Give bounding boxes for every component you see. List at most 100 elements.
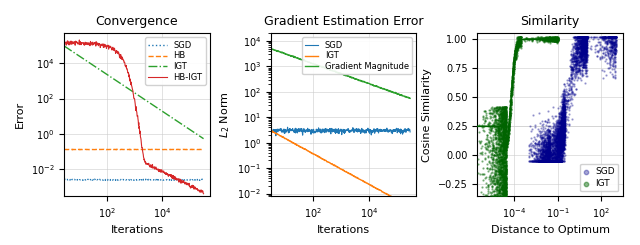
IGT bbox=[502, 136, 513, 140]
SGD bbox=[611, 44, 621, 48]
SGD bbox=[606, 43, 616, 47]
SGD bbox=[552, 159, 562, 163]
IGT bbox=[552, 37, 563, 41]
SGD bbox=[607, 35, 617, 39]
SGD bbox=[559, 84, 570, 87]
IGT bbox=[509, 58, 520, 61]
SGD bbox=[559, 104, 570, 108]
IGT bbox=[497, 193, 507, 197]
SGD bbox=[581, 35, 591, 39]
SGD bbox=[559, 123, 569, 127]
SGD bbox=[544, 140, 554, 144]
IGT bbox=[548, 38, 559, 42]
SGD bbox=[537, 159, 547, 163]
SGD bbox=[605, 49, 615, 52]
IGT bbox=[496, 112, 506, 116]
IGT bbox=[491, 171, 501, 174]
IGT bbox=[491, 121, 501, 124]
IGT bbox=[499, 191, 509, 195]
SGD bbox=[577, 35, 587, 39]
IGT bbox=[502, 144, 512, 148]
IGT bbox=[511, 39, 522, 43]
SGD bbox=[557, 125, 568, 129]
IGT bbox=[537, 37, 547, 41]
SGD bbox=[545, 136, 556, 140]
IGT bbox=[533, 37, 543, 41]
IGT bbox=[493, 126, 504, 130]
SGD bbox=[579, 35, 589, 39]
SGD bbox=[533, 141, 543, 145]
SGD bbox=[543, 145, 553, 149]
IGT bbox=[500, 152, 510, 156]
SGD bbox=[556, 142, 566, 146]
SGD bbox=[538, 153, 548, 157]
SGD bbox=[556, 135, 566, 138]
SGD bbox=[559, 103, 569, 107]
SGD bbox=[559, 138, 570, 142]
SGD bbox=[566, 52, 576, 56]
SGD bbox=[538, 156, 548, 160]
SGD bbox=[547, 152, 557, 156]
SGD bbox=[577, 54, 587, 58]
IGT bbox=[552, 37, 562, 41]
SGD bbox=[578, 45, 588, 49]
SGD bbox=[575, 53, 585, 57]
SGD bbox=[550, 159, 560, 163]
SGD bbox=[580, 61, 591, 64]
IGT bbox=[500, 114, 511, 118]
IGT bbox=[512, 43, 522, 47]
IGT bbox=[495, 155, 505, 159]
SGD bbox=[559, 124, 569, 128]
IGT bbox=[497, 158, 508, 162]
IGT bbox=[547, 37, 557, 40]
IGT bbox=[500, 143, 511, 147]
SGD bbox=[555, 133, 565, 136]
SGD bbox=[578, 35, 588, 39]
SGD bbox=[551, 140, 561, 144]
IGT bbox=[506, 98, 516, 102]
IGT bbox=[491, 172, 501, 175]
IGT bbox=[500, 136, 511, 140]
IGT bbox=[482, 135, 492, 139]
SGD bbox=[559, 123, 570, 127]
SGD bbox=[550, 153, 561, 157]
SGD bbox=[552, 148, 562, 152]
IGT bbox=[497, 136, 507, 140]
SGD bbox=[554, 154, 564, 158]
IGT bbox=[499, 189, 509, 193]
SGD bbox=[531, 154, 541, 158]
IGT bbox=[510, 49, 520, 53]
SGD bbox=[578, 36, 588, 40]
IGT bbox=[495, 177, 506, 181]
SGD bbox=[579, 44, 589, 48]
IGT bbox=[497, 144, 508, 148]
SGD bbox=[545, 159, 555, 163]
SGD bbox=[580, 51, 591, 55]
SGD bbox=[577, 35, 588, 39]
SGD bbox=[603, 35, 613, 39]
IGT bbox=[505, 110, 515, 114]
SGD bbox=[556, 127, 566, 131]
SGD bbox=[560, 107, 570, 111]
IGT bbox=[502, 138, 513, 142]
SGD bbox=[542, 153, 552, 157]
SGD bbox=[574, 56, 584, 60]
SGD bbox=[577, 47, 587, 51]
SGD bbox=[544, 159, 554, 163]
SGD bbox=[552, 159, 562, 163]
SGD bbox=[559, 119, 569, 123]
SGD bbox=[536, 136, 546, 140]
IGT bbox=[509, 65, 519, 69]
SGD bbox=[556, 129, 566, 133]
SGD bbox=[539, 149, 549, 153]
SGD bbox=[572, 43, 582, 47]
SGD bbox=[555, 129, 565, 133]
SGD bbox=[559, 134, 569, 138]
IGT bbox=[544, 36, 554, 39]
SGD bbox=[577, 35, 587, 39]
IGT bbox=[541, 35, 552, 39]
IGT bbox=[497, 119, 507, 123]
SGD bbox=[530, 146, 540, 150]
SGD bbox=[544, 142, 554, 146]
SGD bbox=[554, 150, 564, 154]
